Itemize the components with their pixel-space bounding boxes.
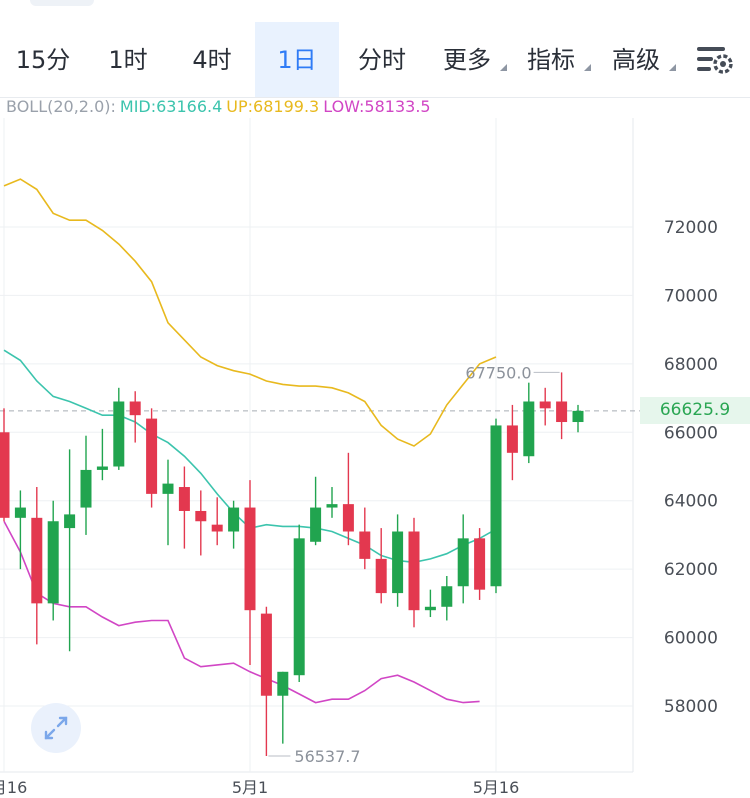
candle-down [0, 432, 10, 518]
candle-up [14, 507, 26, 518]
candle-up [277, 671, 289, 696]
tab-more[interactable]: 更多 [425, 22, 509, 98]
boll-up-value: UP:68199.3 [226, 97, 320, 116]
candle-up [80, 469, 92, 508]
low-annotation-label: 56537.7 [294, 747, 360, 766]
high-annotation-label: 67750.0 [465, 363, 531, 382]
candle-up [490, 425, 502, 587]
tab-label: 1日 [277, 46, 317, 74]
boll-indicator-legend: BOLL(20,2.0): MID:63166.4 UP:68199.3 LOW:58… [6, 97, 431, 117]
tab-indicators[interactable]: 指标 [509, 22, 593, 98]
tab-label: 1时 [108, 46, 148, 74]
boll-mid-value: MID:63166.4 [119, 97, 223, 116]
candle-up [162, 483, 174, 494]
boll-low-value: LOW:58133.5 [323, 97, 431, 116]
dropdown-caret-icon [500, 64, 507, 71]
dropdown-caret-icon [584, 64, 591, 71]
tab-label: 更多 [443, 46, 491, 74]
candle-down [556, 401, 568, 423]
candle-up [392, 531, 404, 594]
candle-down [260, 613, 272, 696]
y-tick-label: 58000 [664, 697, 718, 717]
candle-down [342, 504, 354, 532]
tab-label: 4时 [192, 46, 232, 74]
tab-label: 15分 [15, 46, 71, 74]
y-tick-label: 70000 [664, 286, 718, 306]
tabs-divider [0, 97, 750, 98]
candle-down [539, 401, 551, 409]
candle-up [326, 504, 338, 508]
tab-1hour[interactable]: 1时 [86, 22, 170, 98]
tab-15min[interactable]: 15分 [0, 22, 86, 98]
expand-button[interactable] [31, 703, 81, 753]
y-tick-label: 72000 [664, 218, 718, 238]
y-tick-label: 62000 [664, 560, 718, 580]
candle-up [572, 410, 584, 423]
candle-up [113, 401, 125, 467]
candle-up [523, 401, 535, 457]
candle-up [441, 586, 453, 607]
tab-4hour[interactable]: 4时 [170, 22, 254, 98]
candle-up [424, 606, 436, 611]
expand-icon [44, 716, 68, 740]
top-handle [30, 0, 94, 6]
candle-down [474, 538, 486, 590]
tab-label: 指标 [527, 46, 575, 74]
candle-down [408, 531, 420, 611]
x-tick-label: 5月1 [232, 778, 268, 797]
candle-down [375, 558, 387, 594]
x-tick-label: 4月16 [0, 778, 27, 797]
candle-down [129, 401, 141, 416]
candle-up [457, 538, 469, 587]
candle-down [146, 418, 158, 494]
tab-label: 分时 [358, 46, 406, 74]
candle-up [96, 466, 108, 470]
x-tick-label: 5月16 [473, 778, 520, 797]
timeframe-tabs: 15分 1时 4时 1日 分时 更多 指标 高级 [0, 22, 750, 98]
candle-down [178, 487, 190, 511]
y-tick-label: 66000 [664, 423, 718, 443]
chart-settings-icon[interactable] [694, 42, 734, 78]
candle-down [506, 425, 518, 453]
tab-label: 高级 [612, 46, 660, 74]
tab-1day[interactable]: 1日 [255, 22, 339, 98]
dropdown-caret-icon [669, 64, 676, 71]
tab-advanced[interactable]: 高级 [594, 22, 678, 98]
boll-label: BOLL(20,2.0): [6, 97, 116, 116]
candle-down [211, 524, 223, 532]
current-price-tag: 66625.9 [640, 397, 750, 424]
tab-timeshare[interactable]: 分时 [339, 22, 425, 98]
candle-down [31, 517, 43, 604]
boll-low-line [3, 520, 480, 704]
candle-up [64, 514, 76, 529]
candle-up [293, 538, 305, 676]
candle-down [195, 510, 207, 522]
candle-up [228, 507, 240, 532]
candle-up [47, 521, 59, 604]
boll-up-line [3, 178, 497, 447]
y-tick-label: 68000 [664, 355, 718, 375]
y-tick-label: 60000 [664, 629, 718, 649]
candle-up [310, 507, 322, 542]
y-tick-label: 64000 [664, 492, 718, 512]
candle-down [244, 507, 256, 611]
candle-down [359, 531, 371, 559]
